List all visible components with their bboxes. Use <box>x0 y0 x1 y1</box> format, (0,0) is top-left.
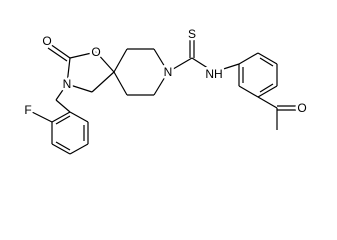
atom-label: O <box>297 101 306 115</box>
atom-label: S <box>188 27 196 41</box>
bonds <box>31 36 298 155</box>
atom-label: O <box>91 45 100 59</box>
atom-label: N <box>164 65 173 79</box>
atom-labels: O O N N S NH F O <box>22 25 309 120</box>
atom-label: N <box>63 77 72 91</box>
atom-label: O <box>42 34 51 48</box>
atom-label: F <box>24 103 31 117</box>
atom-label: NH <box>205 67 222 81</box>
structure-diagram: O O N N S NH F O <box>22 25 309 155</box>
